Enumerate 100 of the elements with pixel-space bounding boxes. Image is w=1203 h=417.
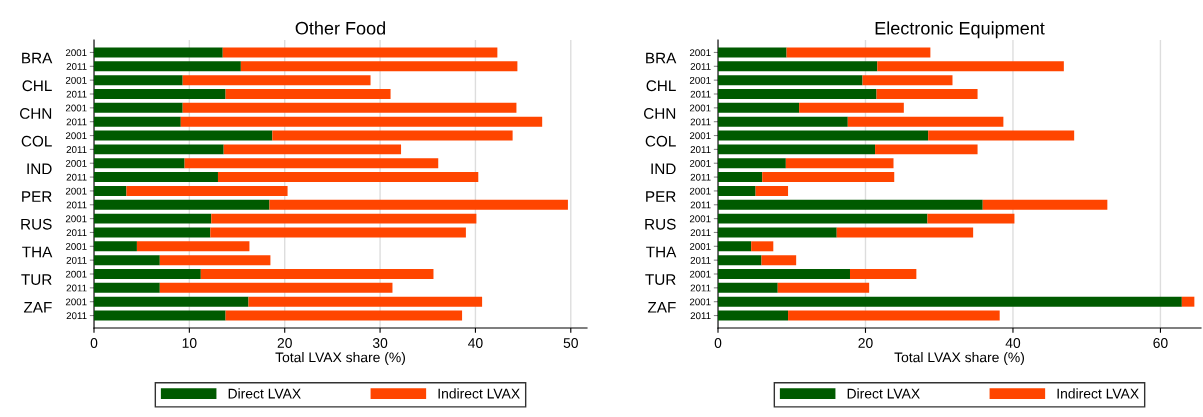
x-axis-title: Total LVAX share (%) bbox=[894, 352, 1024, 365]
x-tick-label: 40 bbox=[1005, 338, 1021, 348]
chart-title: Other Food bbox=[295, 21, 385, 35]
x-tick-label: 30 bbox=[372, 338, 388, 348]
y-tick-label: 2001 bbox=[65, 132, 87, 140]
bar bbox=[94, 47, 223, 58]
text: COL bbox=[21, 135, 52, 147]
bar bbox=[718, 172, 763, 183]
y-tick-label: 2011 bbox=[690, 201, 711, 209]
text: ZAF bbox=[647, 302, 676, 313]
bar bbox=[136, 241, 250, 252]
bar bbox=[762, 172, 895, 183]
text: PER bbox=[22, 191, 52, 202]
text: COL bbox=[645, 135, 676, 147]
bar bbox=[225, 89, 391, 99]
y-tick-label: 2011 bbox=[66, 201, 87, 209]
text: CHL bbox=[22, 80, 52, 92]
bar bbox=[94, 296, 249, 307]
text: TUR bbox=[645, 274, 676, 286]
x-tick-label: 20 bbox=[277, 338, 292, 348]
bar bbox=[159, 282, 393, 293]
y-tick-label: 2011 bbox=[66, 63, 87, 70]
y-tick-label: 2011 bbox=[690, 312, 711, 320]
bar bbox=[94, 199, 270, 210]
bar bbox=[94, 61, 241, 72]
bar bbox=[94, 282, 160, 293]
bar bbox=[182, 75, 371, 86]
bar bbox=[799, 102, 904, 113]
bar bbox=[751, 241, 774, 252]
bar bbox=[875, 144, 978, 155]
bar bbox=[94, 116, 181, 127]
x-tick-label: 10 bbox=[182, 338, 197, 348]
bar bbox=[788, 310, 1000, 321]
bar bbox=[211, 213, 477, 224]
bar bbox=[718, 158, 786, 169]
bar bbox=[877, 61, 1064, 72]
bar bbox=[718, 102, 800, 113]
bar bbox=[222, 47, 498, 58]
bar bbox=[94, 269, 201, 279]
bar bbox=[786, 47, 931, 58]
text: CHL bbox=[646, 80, 676, 92]
text: ZAF bbox=[23, 302, 52, 313]
y-tick-label: 2011 bbox=[66, 229, 87, 237]
bar bbox=[210, 227, 466, 238]
bar bbox=[785, 158, 894, 169]
x-tick-label: 0 bbox=[714, 338, 722, 348]
bar bbox=[126, 185, 288, 196]
y-tick-label: 2001 bbox=[65, 76, 87, 84]
y-tick-label: 2001 bbox=[689, 298, 711, 306]
y-tick-label: 2001 bbox=[65, 215, 87, 223]
bar bbox=[862, 75, 953, 86]
bar bbox=[94, 213, 212, 224]
legend-label: Direct LVAX bbox=[228, 388, 301, 399]
y-tick-label: 2011 bbox=[690, 146, 711, 153]
y-tick-label: 2011 bbox=[66, 284, 87, 292]
y-tick-label: 2001 bbox=[65, 270, 87, 278]
bar bbox=[94, 310, 226, 321]
y-tick-label: 2001 bbox=[65, 104, 87, 112]
bar bbox=[982, 199, 1108, 210]
bar bbox=[217, 172, 479, 183]
bar bbox=[718, 130, 929, 141]
y-tick-label: 2001 bbox=[689, 159, 711, 167]
bar bbox=[94, 130, 273, 141]
y-tick-label: 2011 bbox=[690, 229, 711, 237]
bar bbox=[718, 255, 762, 266]
bar bbox=[94, 144, 224, 155]
bar bbox=[777, 282, 870, 293]
text: IND bbox=[27, 163, 52, 175]
y-tick-label: 2011 bbox=[66, 90, 87, 98]
bar bbox=[718, 213, 928, 224]
bar bbox=[1181, 296, 1195, 307]
y-tick-label: 2001 bbox=[65, 187, 87, 195]
bar bbox=[180, 116, 543, 127]
bar bbox=[272, 130, 513, 141]
y-tick-label: 2011 bbox=[690, 118, 711, 126]
x-axis-title: Total LVAX share (%) bbox=[275, 352, 405, 365]
bar bbox=[718, 269, 850, 279]
text: CHN bbox=[20, 108, 52, 119]
y-tick-label: 2001 bbox=[689, 243, 711, 250]
bar bbox=[240, 61, 518, 72]
y-tick-label: 2001 bbox=[689, 187, 711, 195]
text: RUS bbox=[645, 218, 676, 230]
bar bbox=[718, 282, 778, 293]
bar bbox=[94, 185, 127, 196]
bar bbox=[200, 269, 434, 279]
text: THA bbox=[646, 246, 677, 258]
legend-label: Direct LVAX bbox=[847, 388, 920, 399]
y-tick-label: 2001 bbox=[65, 159, 87, 167]
y-tick-label: 2011 bbox=[66, 118, 87, 126]
text: PER bbox=[646, 191, 676, 202]
bar bbox=[718, 47, 787, 58]
bar bbox=[836, 227, 974, 238]
bar bbox=[850, 269, 917, 279]
bar bbox=[94, 102, 183, 113]
legend-label: Indirect LVAX bbox=[438, 388, 520, 399]
y-tick-label: 2001 bbox=[689, 104, 711, 112]
y-tick-label: 2001 bbox=[689, 76, 711, 84]
y-tick-label: 2011 bbox=[66, 256, 87, 264]
bar bbox=[755, 185, 789, 196]
text: BRA bbox=[22, 52, 53, 64]
